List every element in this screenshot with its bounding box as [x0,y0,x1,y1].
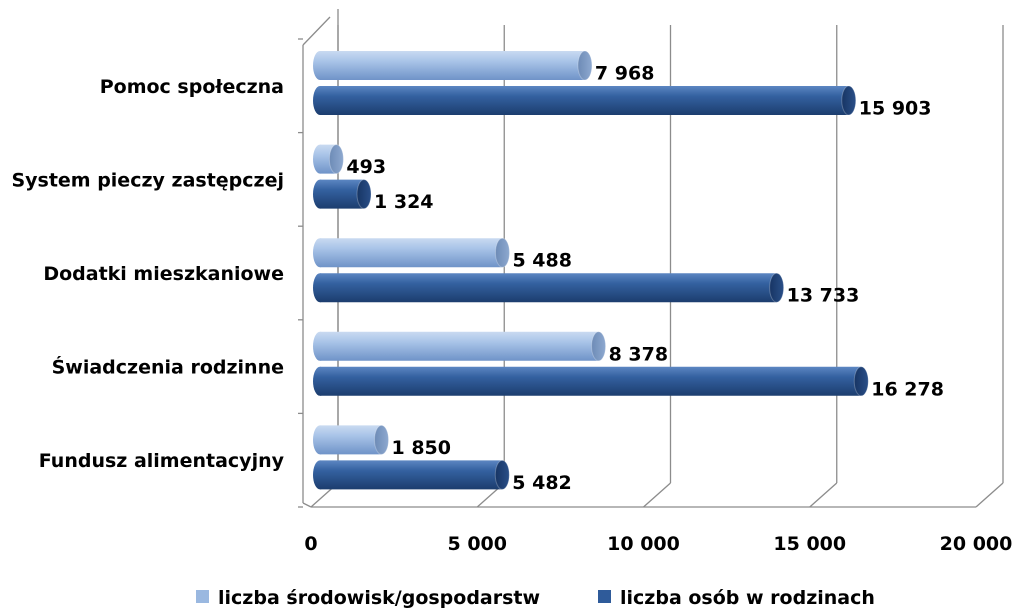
data-label: 16 278 [871,378,944,400]
bar [313,50,593,81]
bar-start [313,86,327,115]
bar-body [320,460,503,490]
bar-cap [769,273,784,303]
category-label: Pomoc społeczna [100,76,284,98]
bar-start [313,179,327,209]
axis-corner [302,502,312,508]
bar-body [320,51,585,80]
bar-cap-edge [374,424,390,455]
legend-item: liczba środowisk/gospodarstw [196,587,540,609]
bar-cap-edge [494,459,510,490]
bar-start [313,331,327,361]
x-tick-label: 0 [304,533,317,555]
x-tick-label: 20 000 [940,533,1013,555]
bar [313,366,869,397]
legend-label: liczba osób w rodzinach [620,587,875,609]
bars [313,50,869,490]
data-label: 1 850 [392,437,452,459]
wall-top-edge [302,16,331,46]
bar-start [313,51,327,80]
bar-cap [329,144,344,174]
bar-start [313,238,327,268]
floor-gridline [975,482,1004,508]
bar-cap [854,366,869,396]
bar-cap-edge [769,272,785,303]
legend-swatch [196,590,209,603]
data-label: 8 378 [609,343,669,365]
bar-cap [841,86,856,115]
floor-gridline [809,482,838,508]
data-label: 7 968 [595,63,655,85]
bar-start [313,425,327,455]
bar-cap [374,425,389,455]
bar [313,237,510,268]
bar-cap-edge [494,237,510,268]
category-label: System pieczy zastępczej [11,169,284,191]
data-label: 5 482 [512,472,572,494]
legend: liczba środowisk/gospodarstw liczba osób … [196,587,875,609]
bar [313,144,344,175]
category-label: Fundusz alimentacyjny [39,450,285,472]
data-label: 493 [346,156,386,178]
bar-cap-edge [591,331,607,362]
bar-cap [495,460,510,490]
labels: 0 5 000 10 000 15 000 20 000 Pomoc społeczna 7… [11,63,1012,556]
bar-cap [591,331,606,361]
x-tick-label: 15 000 [773,533,846,555]
bar [313,459,510,490]
legend-label: liczba środowisk/gospodarstw [218,587,540,609]
bar-cap [357,179,372,209]
bar [313,272,785,303]
bar [313,424,390,455]
bar-body [320,179,365,209]
bar-body [320,238,503,268]
bar-start [313,273,327,303]
bar-body [320,366,862,396]
bar-start [313,460,327,490]
bar-body [320,86,849,115]
data-label: 15 903 [859,98,932,120]
floor-gridline [643,482,671,508]
legend-swatch [598,590,611,603]
bar [313,85,857,116]
category-label: Świadczenia rodzinne [52,355,284,379]
data-label: 1 324 [374,191,434,213]
bar-start [313,366,327,396]
bar [313,331,607,362]
bar-cap-edge [841,85,857,116]
legend-item: liczba osób w rodzinach [598,587,875,609]
bar [313,179,372,210]
bar-start [313,144,327,174]
bar-cap-edge [356,179,372,210]
x-tick-label: 5 000 [448,533,508,555]
bar-body [320,331,599,361]
bar-cap-edge [853,366,869,397]
bar-cap [577,51,592,80]
bar-body [320,273,777,303]
bar-cap-edge [328,144,344,175]
bar-cap-edge [577,50,593,81]
x-tick-label: 10 000 [607,533,680,555]
category-label: Dodatki mieszkaniowe [43,263,284,285]
bar-body [320,425,382,455]
data-label: 13 733 [787,285,860,307]
data-label: 5 488 [512,250,572,272]
bar-cap [495,238,510,268]
